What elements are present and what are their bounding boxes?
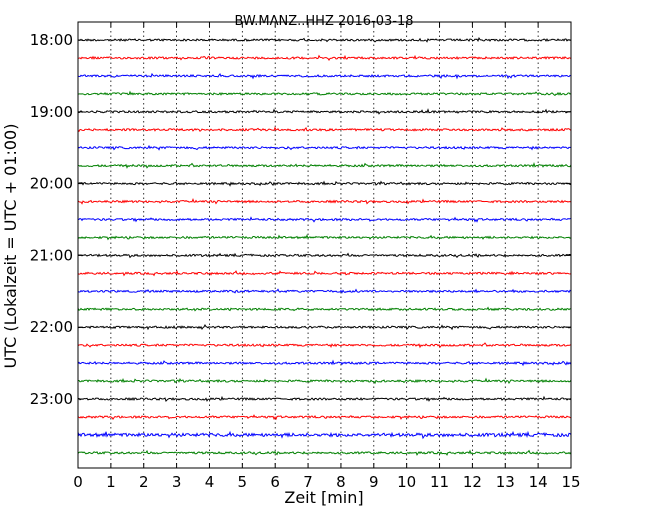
x-axis-label: Zeit [min]: [284, 488, 363, 507]
trace-line: [77, 72, 572, 80]
x-tick-label: 3: [172, 473, 182, 491]
y-axis-label: UTC (Lokalzeit = UTC + 01:00): [1, 124, 20, 369]
trace-line: [77, 430, 572, 440]
trace-line: [77, 37, 572, 43]
x-tick-label: 9: [369, 473, 379, 491]
trace-line: [77, 288, 572, 294]
x-tick-label: 11: [430, 473, 449, 491]
trace-line: [77, 54, 572, 62]
trace-line: [77, 108, 572, 115]
trace-line: [77, 180, 572, 187]
x-axis-ticks: 0 1 2 3 4 5 6 7 8 9 10 11 12 13 14 15: [73, 22, 581, 491]
trace-line: [77, 414, 572, 421]
y-tick-label: 22:00: [30, 318, 73, 336]
trace-line: [77, 197, 572, 205]
x-tick-label: 14: [529, 473, 548, 491]
trace-line: [77, 377, 572, 385]
y-tick-label: 20:00: [30, 175, 73, 193]
seismic-traces: [77, 37, 572, 456]
y-axis-ticks: 18:00 19:00 20:00 21:00 22:00 23:00: [30, 31, 571, 408]
trace-line: [77, 306, 572, 312]
trace-line: [77, 324, 572, 331]
y-tick-label: 23:00: [30, 390, 73, 408]
x-tick-label: 0: [73, 473, 83, 491]
trace-line: [77, 449, 572, 456]
trace-line: [77, 216, 571, 223]
x-tick-label: 5: [238, 473, 248, 491]
trace-line: [77, 144, 572, 151]
x-tick-label: 12: [463, 473, 482, 491]
grid-lines: [110, 22, 539, 468]
plot-frame: [77, 21, 572, 469]
x-tick-label: 6: [270, 473, 280, 491]
y-tick-label: 21:00: [30, 246, 73, 264]
trace-line: [77, 395, 572, 402]
x-tick-label: 1: [106, 473, 116, 491]
x-tick-label: 7: [303, 473, 313, 491]
trace-line: [77, 359, 572, 367]
trace-line: [77, 252, 572, 259]
x-tick-label: 2: [139, 473, 149, 491]
x-tick-label: 10: [397, 473, 416, 491]
x-tick-label: 15: [561, 473, 580, 491]
trace-line: [77, 126, 572, 133]
x-tick-label: 13: [496, 473, 515, 491]
y-tick-label: 18:00: [30, 31, 73, 49]
trace-line: [77, 270, 572, 277]
trace-line: [77, 342, 572, 349]
x-tick-label: 4: [205, 473, 215, 491]
trace-line: [77, 90, 572, 97]
y-tick-label: 19:00: [30, 103, 73, 121]
trace-line: [77, 161, 572, 169]
trace-line: [77, 234, 572, 241]
x-tick-label: 8: [336, 473, 346, 491]
